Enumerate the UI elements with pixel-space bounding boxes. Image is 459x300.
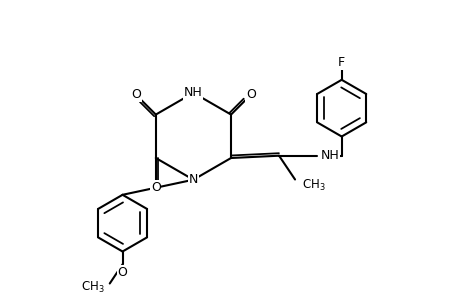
Text: O: O [245, 88, 255, 101]
Text: O: O [151, 181, 160, 194]
Text: O: O [131, 88, 141, 101]
Text: CH$_3$: CH$_3$ [301, 177, 325, 193]
Text: F: F [337, 56, 345, 69]
Text: NH: NH [320, 149, 339, 162]
Text: O: O [118, 266, 127, 279]
Text: N: N [188, 173, 198, 186]
Text: CH$_3$: CH$_3$ [80, 280, 104, 295]
Text: NH: NH [184, 86, 202, 99]
